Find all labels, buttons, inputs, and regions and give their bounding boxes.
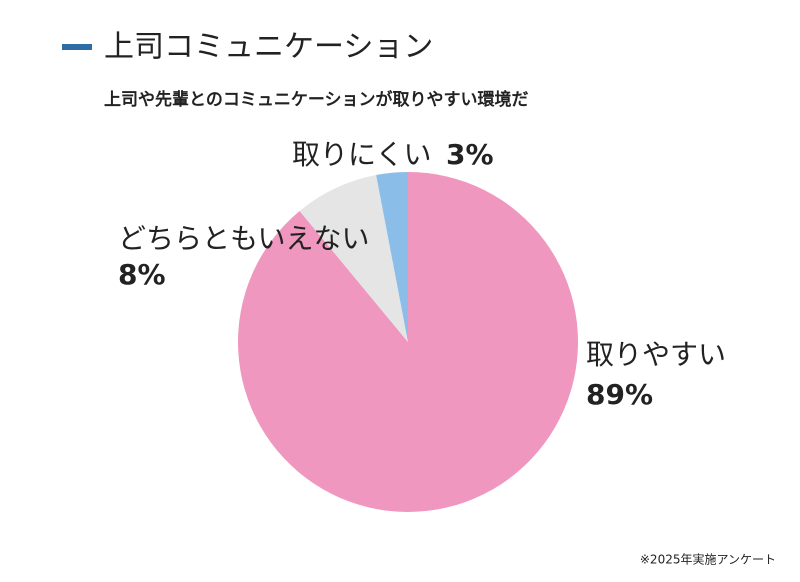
chart-subtitle: 上司や先輩とのコミュニケーションが取りやすい環境だ — [104, 89, 529, 110]
pie-slice — [299, 175, 408, 342]
chart-title: 上司コミュニケーション — [104, 30, 433, 65]
value-label: 89% — [586, 378, 653, 411]
pie-slice — [238, 172, 578, 513]
value-label: 3% — [446, 138, 494, 171]
pie-slice — [376, 172, 408, 342]
slice-label: 取りやすい — [586, 338, 726, 371]
slice-label: どちらともいえない — [118, 222, 369, 255]
title-marker — [62, 44, 92, 50]
footnote: ※2025年実施アンケート — [640, 552, 776, 567]
value-label: 8% — [118, 258, 166, 291]
slice-label: 取りにくい — [292, 138, 431, 171]
